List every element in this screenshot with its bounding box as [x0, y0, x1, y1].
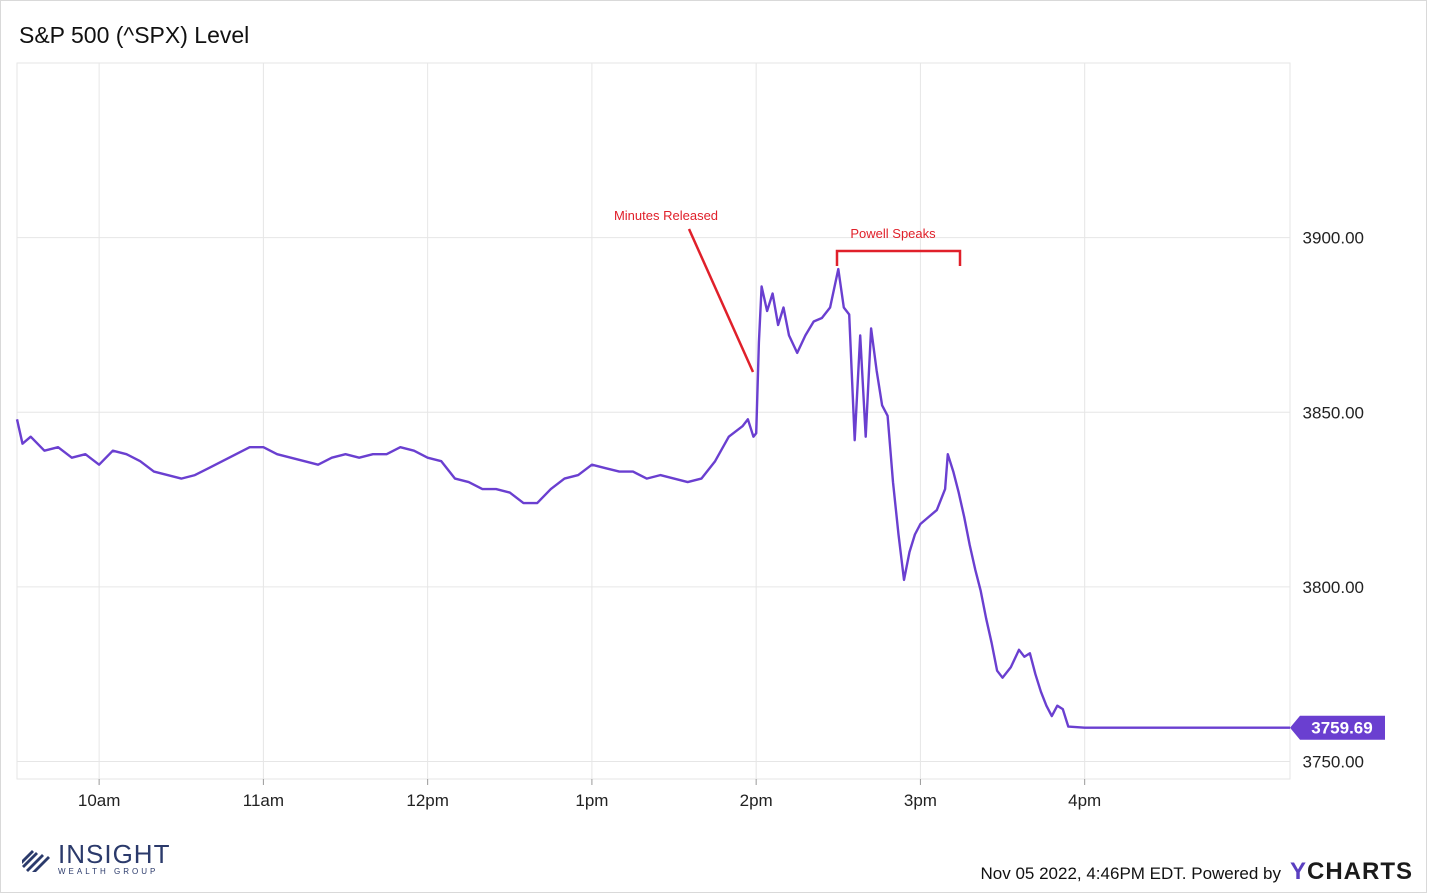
logo-sub-text: WEALTH GROUP	[58, 867, 159, 876]
last-value-label: 3759.69	[1311, 719, 1372, 738]
y-tick-label: 3900.00	[1303, 229, 1364, 248]
y-tick-label: 3850.00	[1303, 403, 1364, 422]
annotation-powell-speaks: Powell Speaks	[850, 226, 936, 241]
annotation-minutes-released: Minutes Released	[614, 208, 718, 223]
plot-border	[16, 62, 1291, 780]
y-tick-label: 3750.00	[1303, 753, 1364, 772]
x-tick-label: 1pm	[575, 791, 608, 810]
logo-main-text: INSIGHT	[58, 839, 171, 869]
insight-logo: INSIGHT WEALTH GROUP	[22, 841, 170, 876]
annotation-arrow-line	[687, 228, 755, 373]
x-tick-label: 12pm	[406, 791, 449, 810]
x-tick-label: 4pm	[1068, 791, 1101, 810]
x-tick-label: 11am	[243, 791, 284, 810]
last-value-badge	[1290, 715, 1385, 740]
series-line	[15, 267, 1290, 729]
footer-timestamp: Nov 05 2022, 4:46PM EDT. Powered by	[980, 864, 1282, 883]
chart-title: S&P 500 (^SPX) Level	[19, 22, 250, 48]
ycharts-brand[interactable]: YCHARTS	[1290, 858, 1413, 886]
x-tick-label: 2pm	[740, 791, 773, 810]
x-tick-label: 3pm	[904, 791, 937, 810]
ycharts-brand-y: Y	[1289, 858, 1307, 885]
insight-logo-icon	[22, 849, 50, 872]
x-tick-label: 10am	[78, 791, 121, 810]
annotation-bracket	[835, 249, 962, 266]
ycharts-brand-rest: CHARTS	[1307, 858, 1413, 885]
y-tick-label: 3800.00	[1303, 578, 1364, 597]
